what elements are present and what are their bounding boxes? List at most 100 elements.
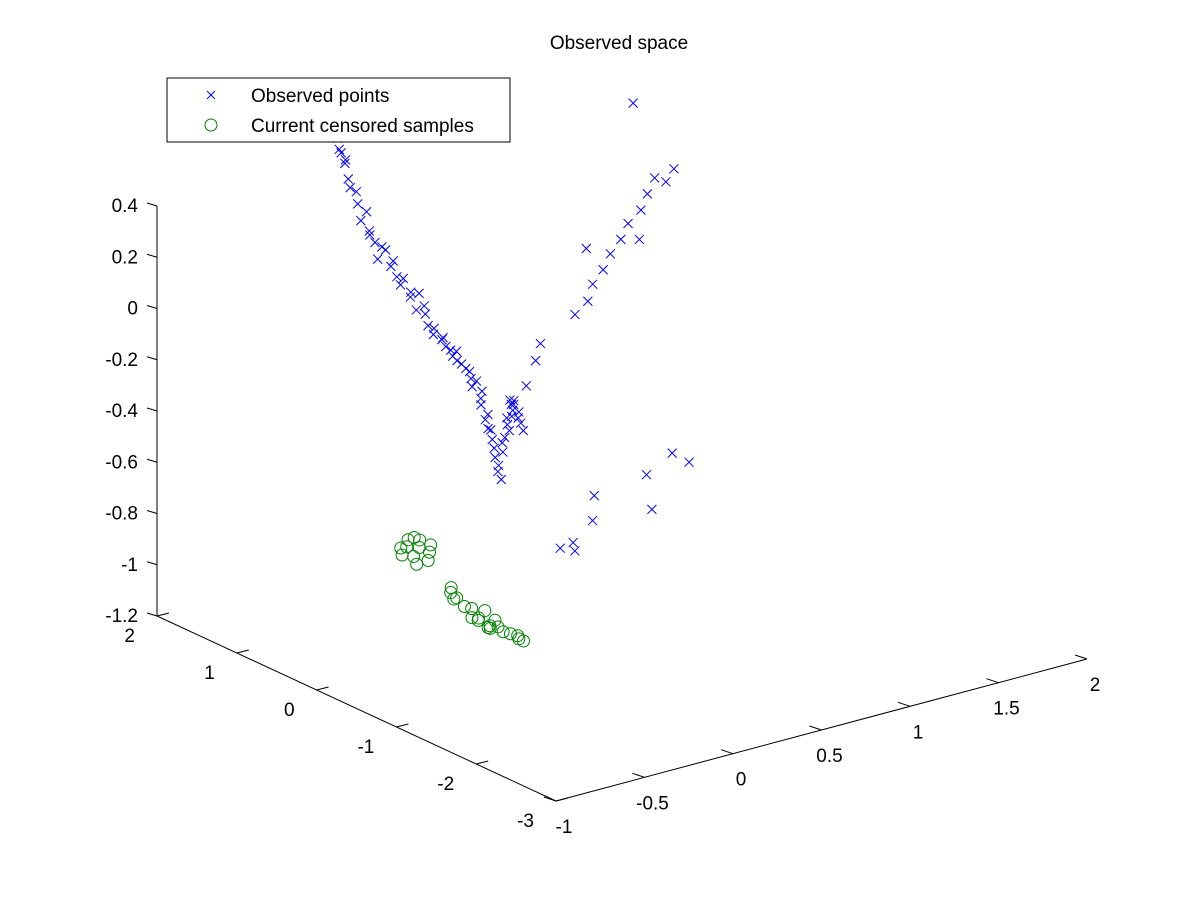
observed-point-stroke [642, 188, 653, 199]
observed-point-stroke [569, 546, 580, 556]
observed-point-stroke [467, 381, 478, 392]
x-tick-mark [632, 772, 645, 778]
censored-sample-point [496, 625, 510, 639]
observed-point [364, 230, 375, 240]
observed-point [581, 243, 592, 254]
observed-point [598, 264, 608, 275]
x-tick-mark [1074, 654, 1088, 660]
observed-point-stroke [628, 98, 639, 108]
x-tick-mark [986, 678, 999, 684]
observed-point [477, 386, 487, 397]
observed-point [506, 411, 517, 422]
observed-point [405, 287, 416, 298]
observed-point [647, 504, 657, 515]
observed-point [487, 434, 498, 445]
observed-point [642, 188, 653, 199]
observed-point-stroke [506, 399, 517, 410]
observed-point [343, 174, 354, 184]
legend-item-observed: Observed points [206, 86, 389, 107]
observed-point [499, 432, 510, 443]
observed-point-stroke [377, 242, 387, 252]
axes-group: -1-0.500.511.52-3-2-1012-1.2-1-0.8-0.6-0… [105, 196, 1100, 838]
legend-marker-censored [204, 118, 218, 132]
observed-point-stroke [336, 147, 347, 158]
censored-sample-point [400, 540, 414, 554]
observed-point [336, 147, 347, 158]
observed-point-stroke [438, 332, 448, 343]
y-tick-label: 1 [204, 663, 215, 684]
observed-point [351, 186, 362, 197]
legend: Observed points Current censored samples [166, 77, 511, 143]
censored-sample-point [407, 530, 421, 544]
legend-label-observed: Observed points [251, 86, 389, 107]
observed-point [498, 447, 508, 457]
observed-point-stroke [513, 413, 524, 423]
observed-point-stroke [641, 469, 652, 480]
observed-point-stroke [420, 309, 431, 320]
observed-point-stroke [634, 234, 645, 245]
x-tick-label: -0.5 [636, 793, 669, 814]
observed-point-stroke [498, 447, 508, 457]
observed-point [340, 158, 350, 169]
z-tick-label: 0 [127, 299, 138, 320]
observed-point-stroke [489, 443, 500, 453]
observed-point-stroke [589, 490, 600, 501]
observed-point [518, 425, 529, 436]
observed-point-stroke [647, 504, 657, 515]
observed-point [334, 144, 345, 155]
censored-sample-point [421, 554, 435, 567]
censored-sample-point [491, 620, 505, 634]
observed-point [628, 98, 639, 108]
x-tick-label: 0.5 [816, 746, 842, 767]
observed-point-stroke [506, 411, 517, 422]
observed-point-stroke [405, 292, 416, 302]
observed-point [445, 345, 456, 355]
observed-point-stroke [428, 329, 439, 340]
censored-sample-point [394, 541, 408, 555]
observed-point-stroke [461, 363, 471, 374]
observed-point-stroke [345, 182, 356, 193]
y-tick-label: 2 [124, 626, 135, 647]
observed-point-stroke [490, 452, 501, 463]
observed-point [684, 457, 694, 468]
censored-sample-point [465, 601, 479, 615]
observed-point-stroke [355, 215, 366, 226]
censored-sample-point [413, 533, 427, 547]
x-tick-label: 2 [1090, 675, 1101, 696]
observed-point [605, 248, 616, 259]
observed-point-stroke [452, 355, 462, 366]
observed-point-stroke [661, 176, 671, 187]
y-tick-label: -3 [517, 811, 534, 832]
observed-point [661, 176, 671, 187]
observed-point [440, 341, 451, 352]
z-tick-label: -1 [121, 555, 138, 576]
observed-point-stroke [423, 320, 433, 331]
observed-point-stroke [483, 423, 493, 434]
observed-point [464, 366, 475, 377]
observed-point-stroke [504, 425, 515, 436]
x-tick-mark [720, 749, 734, 755]
observed-point [641, 469, 652, 480]
x-tick-label: 1.5 [993, 699, 1019, 720]
observed-point-stroke [395, 280, 406, 290]
observed-point [364, 226, 375, 236]
observed-point-stroke [364, 226, 375, 236]
observed-point-stroke [582, 296, 593, 307]
observed-point-stroke [587, 279, 598, 290]
censored-sample-point [488, 613, 502, 627]
observed-point [493, 466, 503, 477]
marks-group [332, 98, 694, 648]
observed-point-stroke [429, 323, 439, 334]
observed-point [569, 546, 580, 556]
censored-sample-point [407, 549, 421, 563]
observed-point [483, 409, 493, 420]
observed-point-stroke [351, 186, 362, 197]
observed-point-stroke [535, 338, 546, 349]
censored-sample-point [410, 557, 424, 571]
observed-point [467, 381, 478, 392]
observed-point-stroke [440, 341, 451, 352]
observed-point-stroke [587, 515, 598, 526]
x-tick-mark [543, 796, 557, 802]
observed-point [388, 256, 398, 266]
z-tick-mark [146, 407, 158, 412]
